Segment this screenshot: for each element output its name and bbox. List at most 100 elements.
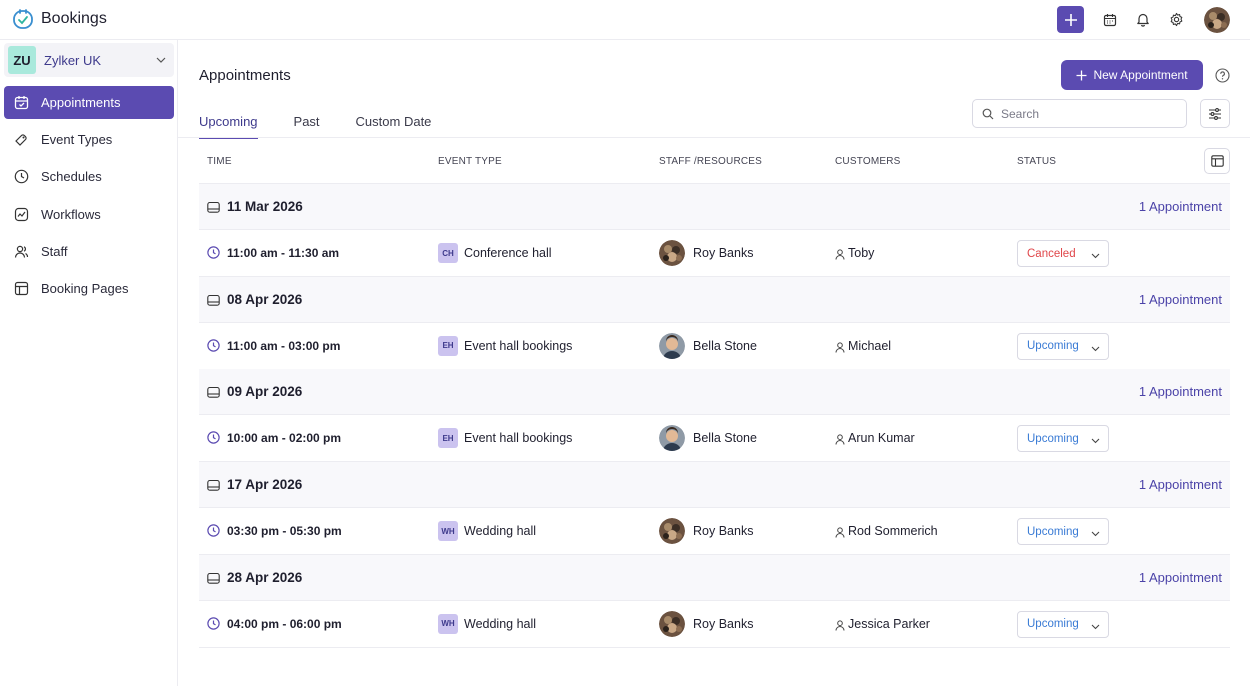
sidebar-item-staff[interactable]: Staff [4,235,174,268]
table-row[interactable]: 03:30 pm - 05:30 pm WH Wedding hall Roy Ban… [199,508,1230,556]
column-header-time: TIME [207,156,232,167]
user-icon [835,525,845,543]
sidebar-item-label: Staff [41,243,68,259]
staff-name: Bella Stone [693,431,757,446]
staff-name: Roy Banks [693,616,754,631]
customer-name[interactable]: Michael [848,338,892,353]
status-dropdown[interactable]: Upcoming [1017,425,1109,453]
appointment-time: 03:30 pm - 05:30 pm [227,524,342,539]
sidebar-item-label: Event Types [41,132,113,148]
filter-button[interactable] [1200,99,1230,128]
event-type-name: Event hall bookings [464,431,573,446]
status-dropdown[interactable]: Canceled [1017,240,1109,267]
org-switcher[interactable]: ZU Zylker UK [4,43,174,77]
calendar-icon [207,571,220,589]
appointment-time: 11:00 am - 03:00 pm [227,338,341,353]
appointment-count-link[interactable]: 1 Appointment [1138,291,1222,307]
staff-avatar [659,425,685,452]
appointment-time: 10:00 am - 02:00 pm [227,431,342,446]
sidebar-item-event-types[interactable]: Event Types [4,123,174,156]
event-type-badge: EH [438,335,458,356]
appointment-time: 04:00 pm - 06:00 pm [227,616,342,631]
search-icon [982,108,994,119]
status-dropdown[interactable]: Upcoming [1017,610,1109,638]
tab-upcoming[interactable]: Upcoming [199,114,258,139]
group-date: 09 Apr 2026 [227,384,303,400]
event-type-badge: WH [438,521,458,542]
event-type-name: Wedding hall [464,616,537,631]
group-date: 11 Mar 2026 [227,199,303,214]
chevron-down-icon [156,57,166,63]
bookings-logo-icon [13,9,33,29]
clock-icon [207,246,220,264]
clock-icon [207,338,220,357]
column-settings-button[interactable] [1204,148,1230,174]
event-type-name: Conference hall [464,246,552,260]
tab-bar: Upcoming Past Custom Date [199,114,467,139]
column-header-customers: CUSTOMERS [835,156,901,167]
table-row[interactable]: 10:00 am - 02:00 pm EH Event hall bookings… [199,415,1230,463]
help-icon[interactable] [1215,68,1230,83]
status-dropdown[interactable]: Upcoming [1017,332,1109,360]
layout-icon [13,280,29,296]
date-group-header: 28 Apr 2026 1 Appointment [199,554,1230,601]
status-dropdown[interactable]: Upcoming [1017,518,1109,546]
org-badge: ZU [8,46,36,74]
page-title: Appointments [199,67,291,84]
appointment-count-link[interactable]: 1 Appointment [1138,199,1222,214]
search-box[interactable] [972,99,1187,128]
search-input[interactable] [1001,106,1171,121]
users-icon [13,243,29,259]
sidebar-item-label: Workflows [41,206,101,222]
clock-icon [207,431,220,449]
new-appointment-button[interactable]: New Appointment [1061,60,1203,90]
status-label: Upcoming [1027,432,1079,445]
chevron-down-icon [1091,621,1100,633]
bell-icon[interactable] [1135,12,1151,28]
calendar-icon [207,293,220,311]
table-row[interactable]: 11:00 am - 03:00 pm EH Event hall bookings… [199,323,1230,370]
appointment-count-link[interactable]: 1 Appointment [1138,569,1222,585]
plus-icon [1076,70,1087,80]
appointment-count-link[interactable]: 1 Appointment [1138,384,1222,400]
status-label: Upcoming [1027,618,1079,631]
quick-add-button[interactable] [1057,6,1084,33]
brand[interactable]: Bookings [12,8,107,30]
table-header: TIME EVENT TYPE STAFF /RESOURCES CUSTOME… [199,138,1230,184]
sidebar-item-label: Booking Pages [41,280,129,296]
table-row[interactable]: 04:00 pm - 06:00 pm WH Wedding hall Roy Ban… [199,601,1230,648]
user-avatar[interactable] [1204,6,1230,33]
event-type-name: Event hall bookings [464,338,573,353]
appointment-count-link[interactable]: 1 Appointment [1138,477,1222,493]
staff-avatar [659,518,685,545]
column-header-staff: STAFF /RESOURCES [659,156,763,167]
status-label: Upcoming [1027,340,1079,353]
gear-icon[interactable] [1168,12,1184,28]
column-header-event-type: EVENT TYPE [438,156,502,167]
customer-name[interactable]: Toby [848,246,875,260]
sidebar-item-appointments[interactable]: Appointments [4,86,174,119]
sidebar: ZU Zylker UK Appointments Event Types Sc… [0,40,178,686]
tab-custom-date[interactable]: Custom Date [355,114,432,129]
staff-name: Roy Banks [693,524,754,539]
columns-icon [1210,155,1224,167]
customer-name[interactable]: Jessica Parker [848,616,930,631]
sidebar-item-schedules[interactable]: Schedules [4,160,174,193]
clock-icon [13,169,29,185]
customer-name[interactable]: Arun Kumar [848,431,915,446]
date-group: 08 Apr 2026 1 Appointment 11:00 am - 03:00… [199,276,1230,370]
appointment-time: 11:00 am - 11:30 am [227,246,340,260]
clock-icon [207,524,220,542]
customer-name[interactable]: Rod Sommerich [848,524,938,539]
calendar-icon[interactable] [1102,12,1118,28]
sliders-icon [1209,107,1221,120]
date-group: 28 Apr 2026 1 Appointment 04:00 pm - 06:00… [199,554,1230,648]
sidebar-item-booking-pages[interactable]: Booking Pages [4,272,174,305]
staff-name: Bella Stone [693,338,757,353]
tab-past[interactable]: Past [293,114,320,129]
table-row[interactable]: 11:00 am - 11:30 am CH Conference hall Roy … [199,230,1230,277]
tabs-divider [178,137,1250,138]
sidebar-item-workflows[interactable]: Workflows [4,198,174,231]
staff-avatar [659,610,685,637]
date-group-header: 08 Apr 2026 1 Appointment [199,276,1230,323]
